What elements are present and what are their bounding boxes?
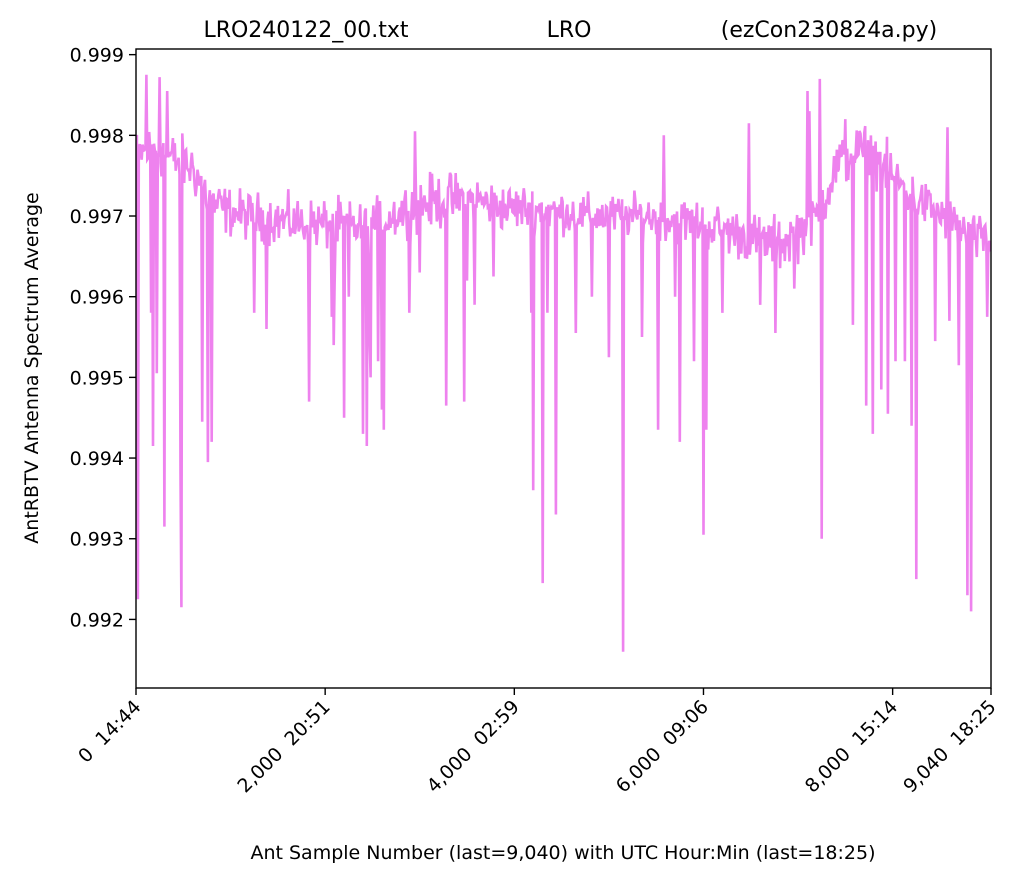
x-tick-label: 6,000 09:06 bbox=[612, 696, 713, 797]
y-tick-label: 0.998 bbox=[70, 125, 124, 147]
x-tick-label: 9,040 18:25 bbox=[899, 696, 1000, 797]
x-tick-label: 8,000 15:14 bbox=[801, 696, 902, 797]
x-tick-label: 4,000 02:59 bbox=[423, 696, 524, 797]
y-axis: 0.992 0.993 0.994 0.995 0.996 0.997 0.998 0.999 bbox=[70, 45, 136, 631]
y-tick-label: 0.997 bbox=[70, 206, 124, 228]
x-tick-label: 2,000 20:51 bbox=[233, 696, 334, 797]
plot-frame bbox=[135, 48, 992, 689]
x-axis: 0 14:44 2,000 20:51 4,000 02:59 6,000 09:06… bbox=[74, 688, 1001, 797]
x-axis-label: Ant Sample Number (last=9,040) with UTC … bbox=[250, 842, 875, 864]
y-tick-label: 0.999 bbox=[70, 45, 124, 67]
chart-title: LRO240122_00.txt LRO (ezCon230824a.py) bbox=[203, 18, 937, 43]
x-tick-label: 0 14:44 bbox=[74, 696, 145, 767]
series-line bbox=[136, 74, 991, 652]
chart-title-station: LRO bbox=[547, 18, 592, 43]
y-tick-label: 0.993 bbox=[70, 529, 124, 551]
y-tick-label: 0.996 bbox=[70, 287, 124, 309]
chart-title-file: LRO240122_00.txt bbox=[203, 18, 408, 43]
chart-title-script: (ezCon230824a.py) bbox=[721, 18, 937, 43]
plot-area bbox=[135, 48, 992, 689]
y-tick-label: 0.994 bbox=[70, 448, 124, 470]
y-axis-label: AntRBTV Antenna Spectrum Average bbox=[21, 192, 43, 543]
y-tick-label: 0.992 bbox=[70, 609, 124, 631]
y-tick-label: 0.995 bbox=[70, 367, 124, 389]
